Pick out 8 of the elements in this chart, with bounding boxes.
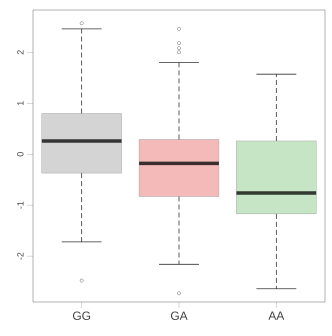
y-tick-label: 2 (17, 50, 24, 54)
x-tick-label: AA (268, 312, 284, 320)
x-tick-label: GG (72, 312, 90, 320)
y-tick-label: 1 (17, 101, 24, 106)
x-tick-label: GA (170, 312, 188, 320)
y-tick-label: -2 (17, 252, 24, 260)
y-tick-label: 0 (17, 152, 24, 156)
y-tick-label: -1 (17, 202, 24, 209)
